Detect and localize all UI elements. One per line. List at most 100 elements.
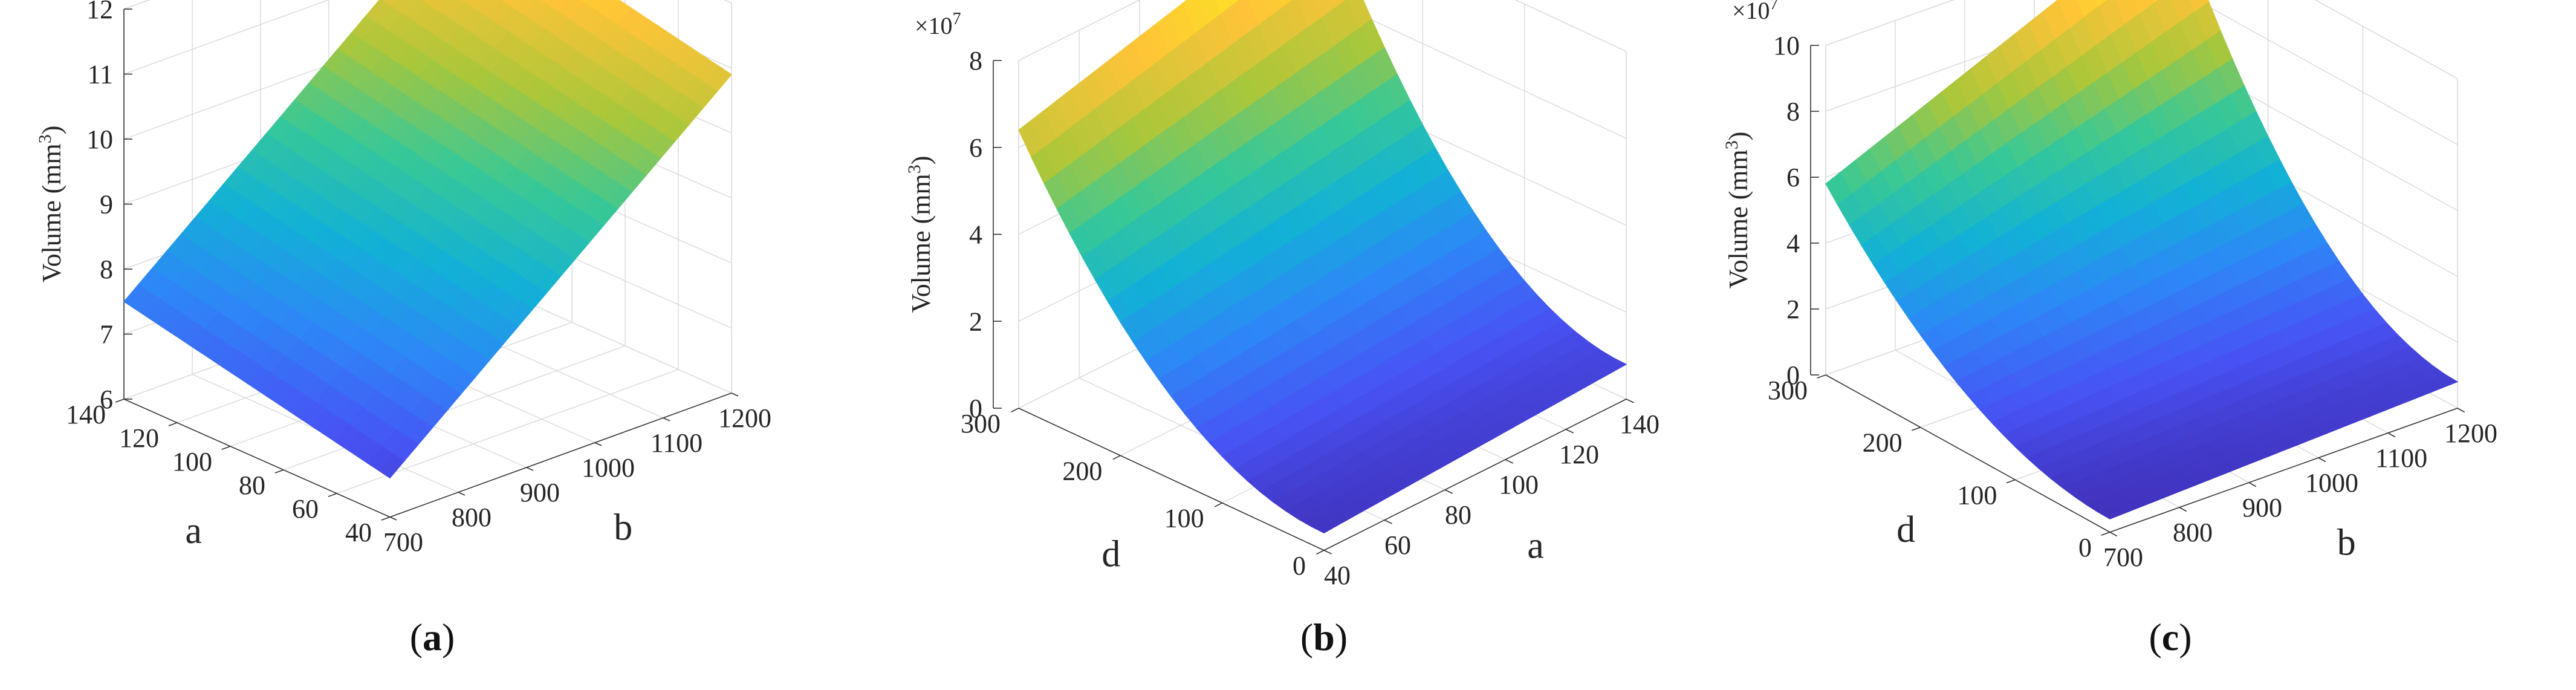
x-tick-label: 1100 (2375, 443, 2427, 473)
tick-labels: 406080100120140010020030002468×107adVolu… (904, 10, 1659, 590)
z-tick-label: 7 (100, 320, 113, 350)
panel-caption: (c) (2149, 616, 2192, 659)
x-tick (458, 492, 466, 496)
y-tick (1214, 502, 1223, 507)
y-tick (2101, 532, 2110, 536)
grid-line (283, 345, 626, 470)
axes (115, 8, 739, 521)
z-tick-label: 4 (969, 220, 982, 250)
x-axis-line (389, 392, 732, 518)
z-exponent-label: ×107 (1732, 0, 1779, 24)
z-tick-label: 8 (100, 255, 113, 284)
x-axis-label: b (614, 507, 632, 548)
x-tick (1626, 399, 1634, 403)
y-tick (1817, 374, 1826, 379)
box-edge (1514, 0, 1627, 52)
surface (123, 0, 732, 479)
z-axis-label: Volume (mm3) (1722, 132, 1753, 289)
y-tick-label: 0 (1293, 551, 1306, 581)
y-tick (115, 399, 125, 403)
z-tick-label: 2 (969, 307, 982, 336)
y-tick-label: 60 (292, 494, 319, 524)
grid-line (123, 0, 329, 75)
z-axis-label: Volume (mm3) (904, 156, 936, 313)
y-tick (2006, 479, 2016, 484)
z-tick-label: 10 (86, 125, 113, 154)
x-axis-label: b (2337, 522, 2356, 563)
box-edge (1018, 0, 1141, 61)
grid-line (2195, 0, 2458, 145)
box-edge (1825, 0, 1955, 46)
x-tick-label: 800 (2173, 518, 2213, 547)
y-tick (221, 446, 231, 450)
z-tick-label: 8 (969, 46, 982, 76)
x-tick-label: 1200 (2444, 418, 2497, 448)
box-edge (2314, 0, 2458, 79)
x-tick-label: 80 (1445, 500, 1471, 530)
y-tick (1112, 455, 1121, 460)
surface-chart-c: 70080090010001100120001002003000246810×1… (1722, 0, 2497, 659)
y-tick-label: 200 (1062, 456, 1102, 486)
surface-chart-b: 406080100120140010020030002468×107adVolu… (904, 0, 1659, 659)
z-tick-label: 6 (969, 133, 982, 163)
y-tick (1011, 408, 1019, 412)
x-tick-label: 900 (2242, 493, 2282, 522)
z-tick-label: 0 (969, 394, 982, 423)
chart-panel-b: 40 60 80 100 120 140 0 100 200 300 0 2 4 6 8 ×107 a d Volu… (858, 0, 1717, 687)
x-tick-label: 60 (1384, 530, 1411, 560)
axes (1810, 45, 2465, 537)
surface (1825, 0, 2459, 519)
y-tick (274, 469, 284, 474)
x-tick-label: 1200 (718, 403, 771, 433)
y-axis-line (1018, 408, 1325, 551)
z-tick-label: 11 (88, 60, 113, 90)
y-axis-label: d (1101, 533, 1120, 574)
surface-patch (420, 0, 432, 5)
y-tick (1316, 550, 1325, 555)
y-tick (328, 493, 337, 497)
x-axis-line (2109, 408, 2458, 533)
z-tick-label: 0 (1786, 360, 1800, 390)
x-tick-label: 120 (1559, 440, 1599, 469)
x-tick (2179, 507, 2187, 512)
x-tick (526, 467, 534, 471)
panel-caption: (b) (1300, 616, 1348, 659)
y-tick-label: 40 (345, 518, 372, 547)
y-tick (381, 516, 391, 521)
y-tick (1912, 426, 1921, 431)
z-tick-label: 10 (1773, 31, 1800, 60)
z-tick-label: 4 (1786, 229, 1800, 258)
y-tick-label: 100 (1957, 480, 1997, 510)
surface-patch (579, 0, 588, 4)
x-tick-label: 100 (1499, 470, 1539, 500)
axes (993, 60, 1634, 555)
y-tick-label: 100 (1164, 504, 1204, 533)
z-axis-label: Volume (mm3) (35, 126, 67, 283)
x-tick (2318, 457, 2326, 463)
surface-patch (378, 453, 405, 479)
y-tick-label: 80 (239, 470, 265, 500)
y-tick-label: 300 (961, 409, 1001, 438)
x-tick (2248, 482, 2257, 487)
z-tick-label: 6 (1786, 163, 1800, 192)
z-tick-label: 12 (86, 0, 113, 24)
x-tick-label: 700 (383, 527, 423, 557)
y-axis-label: a (185, 510, 202, 552)
x-tick (1565, 429, 1574, 434)
z-tick-label: 9 (100, 190, 113, 220)
y-axis-line (1825, 374, 2110, 533)
x-tick-label: 1000 (2305, 468, 2358, 498)
x-tick (663, 417, 670, 421)
panel-caption: (a) (410, 616, 455, 659)
x-tick-label: 1000 (582, 453, 635, 483)
x-tick-label: 700 (2103, 542, 2143, 572)
x-tick-label: 1100 (650, 428, 702, 458)
chart-panel-c: 700 800 900 1000 1100 1200 0 100 200 300 0 2 4 6 8 10 ×1… (1717, 0, 2576, 687)
y-axis-line (123, 399, 391, 518)
x-tick (2387, 432, 2396, 438)
surface (1018, 0, 1627, 533)
y-tick-label: 0 (2078, 533, 2092, 562)
x-tick (1323, 550, 1332, 555)
x-tick (2457, 408, 2465, 413)
